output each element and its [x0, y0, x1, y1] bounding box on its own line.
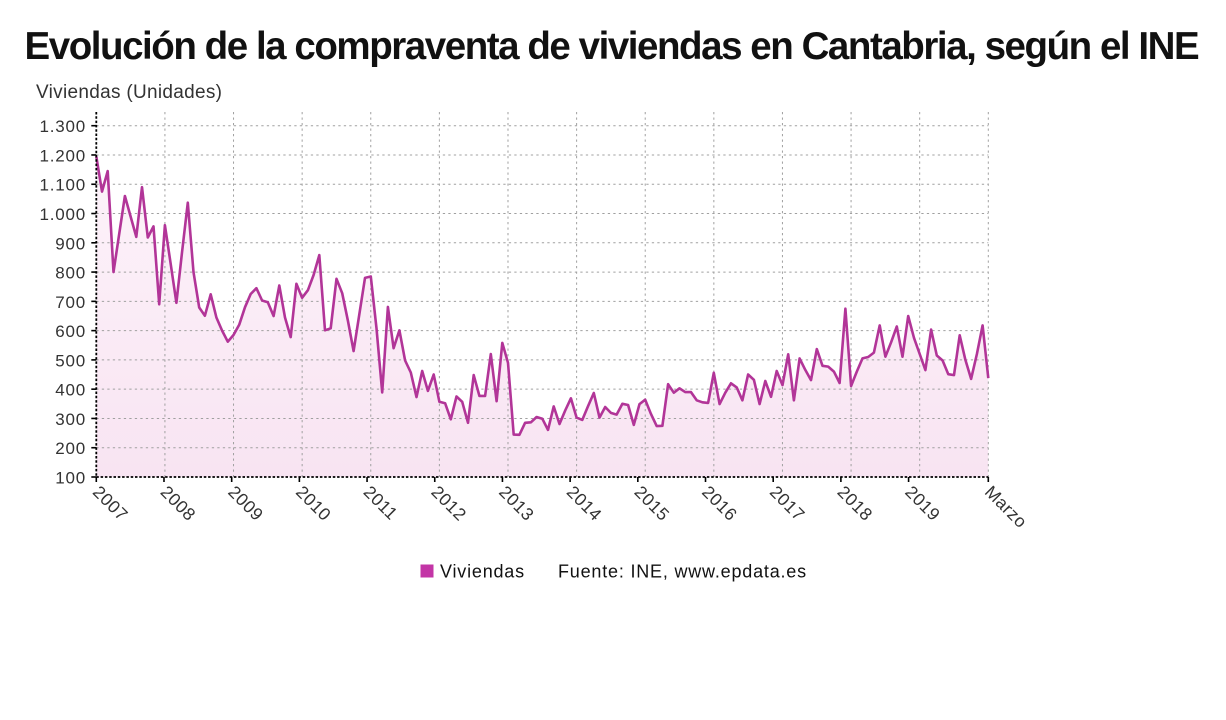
svg-text:400: 400 — [55, 381, 86, 400]
svg-text:2007: 2007 — [89, 482, 132, 525]
svg-text:2009: 2009 — [224, 482, 267, 525]
svg-text:2010: 2010 — [292, 482, 335, 525]
svg-text:2018: 2018 — [834, 482, 877, 525]
svg-text:2015: 2015 — [630, 482, 673, 525]
svg-text:1.300: 1.300 — [39, 117, 86, 136]
svg-text:2019: 2019 — [901, 482, 944, 525]
svg-text:1.100: 1.100 — [39, 176, 86, 195]
svg-text:Fuente: INE, www.epdata.es: Fuente: INE, www.epdata.es — [558, 562, 807, 582]
svg-text:300: 300 — [55, 410, 86, 429]
svg-text:800: 800 — [55, 264, 86, 283]
svg-text:2012: 2012 — [427, 482, 470, 525]
svg-text:500: 500 — [55, 351, 86, 370]
svg-text:2013: 2013 — [495, 482, 538, 525]
svg-text:200: 200 — [55, 439, 86, 458]
svg-text:1.200: 1.200 — [39, 146, 86, 165]
svg-text:2017: 2017 — [766, 482, 809, 525]
svg-text:100: 100 — [55, 468, 86, 487]
svg-text:2014: 2014 — [563, 482, 606, 525]
svg-text:2008: 2008 — [157, 482, 200, 525]
svg-text:2016: 2016 — [698, 482, 741, 525]
svg-text:900: 900 — [55, 234, 86, 253]
svg-text:Marzo: Marzo — [981, 482, 1031, 532]
svg-text:700: 700 — [55, 293, 86, 312]
svg-text:Viviendas: Viviendas — [440, 562, 525, 582]
svg-text:600: 600 — [55, 322, 86, 341]
svg-text:2011: 2011 — [360, 482, 402, 524]
svg-text:1.000: 1.000 — [39, 205, 86, 224]
